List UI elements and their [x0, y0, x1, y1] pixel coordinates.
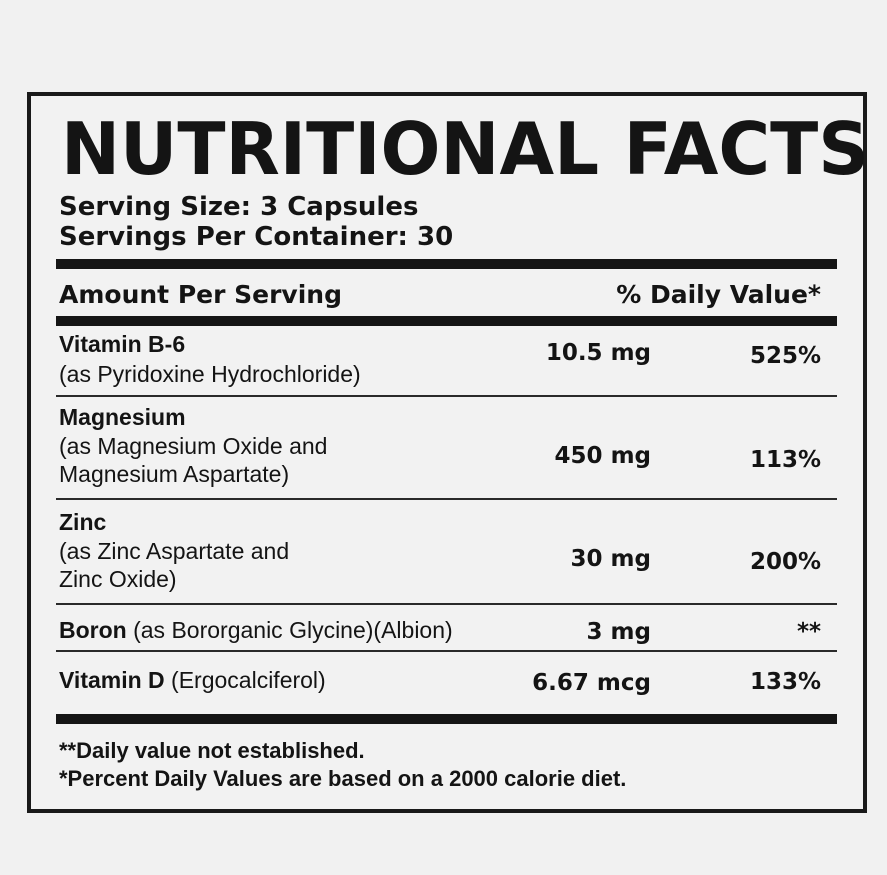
amount-per-serving-header: Amount Per Serving: [59, 280, 342, 309]
nutrient-name: Vitamin D: [59, 667, 165, 693]
divider-thin: [56, 395, 837, 397]
nutrient-daily-value: 133%: [749, 669, 821, 695]
divider-thin: [56, 650, 837, 652]
nutrition-facts-label: NUTRITIONAL FACTS Serving Size: 3 Capsul…: [27, 92, 870, 813]
nutrient-source: (as Pyridoxine Hydrochloride): [59, 361, 361, 387]
daily-value-header: % Daily Value*: [616, 280, 821, 309]
divider-thick-header: [56, 316, 837, 326]
nutrient-daily-value: 113%: [749, 447, 821, 473]
nutrient-source: (as Magnesium Oxide and Magnesium Aspart…: [59, 433, 328, 487]
servings-per-container: Servings Per Container: 30: [59, 222, 454, 252]
divider-thick-top: [56, 259, 837, 269]
footnote-not-established: **Daily value not established.: [59, 738, 365, 763]
nutrient-name: Boron: [59, 617, 127, 643]
divider-thin: [56, 603, 837, 605]
nutrient-amount: 6.67 mcg: [532, 670, 651, 696]
nutrient-source: (as Bororganic Glycine)(Albion): [133, 617, 453, 643]
nutrient-amount: 3 mg: [586, 619, 651, 645]
nutrient-row-vitamin-d: Vitamin D (Ergocalciferol): [59, 666, 326, 694]
nutrient-daily-value: **: [796, 619, 821, 645]
nutrient-source: (as Zinc Aspartate and Zinc Oxide): [59, 538, 290, 592]
nutrient-daily-value: 525%: [749, 343, 821, 369]
nutrient-source: (Ergocalciferol): [171, 667, 326, 693]
footnote-percent-daily-values: *Percent Daily Values are based on a 200…: [59, 766, 627, 791]
nutrient-amount: 10.5 mg: [545, 340, 651, 366]
nutrient-amount: 30 mg: [570, 546, 651, 572]
nutrient-name: Vitamin B-6: [59, 331, 186, 357]
divider-thick-bottom: [56, 714, 837, 724]
serving-size: Serving Size: 3 Capsules: [59, 192, 419, 222]
nutrient-amount: 450 mg: [554, 443, 651, 469]
nutrient-row-boron: Boron (as Bororganic Glycine)(Albion): [59, 616, 453, 644]
label-title: NUTRITIONAL FACTS: [61, 107, 870, 191]
divider-thin: [56, 498, 837, 500]
nutrient-daily-value: 200%: [749, 549, 821, 575]
nutrient-name: Magnesium: [59, 404, 186, 430]
nutrient-name: Zinc: [59, 509, 107, 535]
